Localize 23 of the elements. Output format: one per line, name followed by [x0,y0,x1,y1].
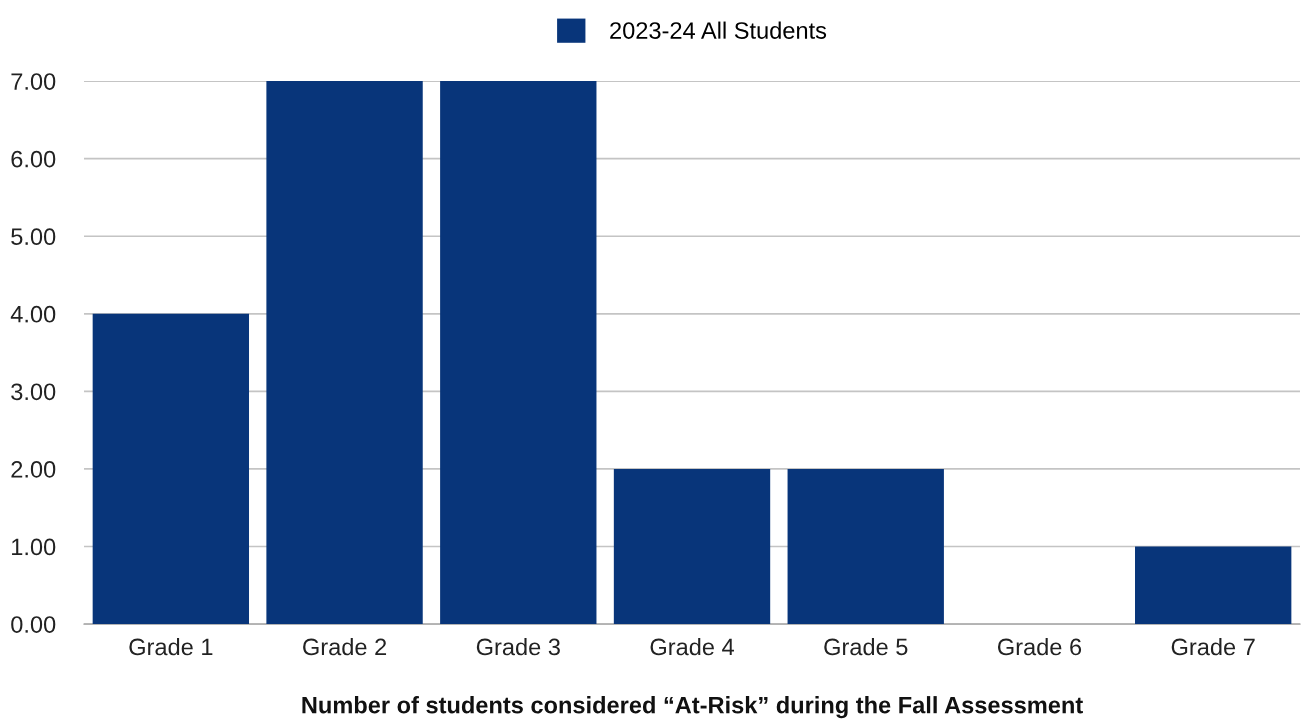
bar [266,81,423,625]
bar [92,313,250,625]
x-tick-label: Grade 4 [650,637,734,656]
x-tick-label: Grade 3 [476,637,560,656]
y-tick-label: 4.00 [10,305,56,323]
legend-label: 2023-24 All Students [610,21,827,39]
bar [787,468,944,625]
x-tick-label: Grade 6 [998,637,1082,656]
x-tick-label: Grade 1 [129,637,213,656]
bar [440,81,597,625]
y-tick-label: 0.00 [11,616,56,633]
y-tick-label: 5.00 [11,228,56,246]
y-tick-label: 1.00 [12,538,56,556]
y-tick-label: 7.00 [11,73,56,90]
x-tick-label: Grade 5 [824,637,908,656]
x-tick-label: Grade 2 [303,637,387,656]
x-axis-title: Number of students considered “At-Risk” during the Fall Assessment [302,696,1083,719]
y-tick-label: 3.00 [11,383,56,401]
y-tick-label: 2.00 [11,461,56,478]
bar [613,468,771,625]
y-tick-label: 6.00 [11,150,56,168]
x-tick-label: Grade 7 [1171,637,1255,656]
bar [1135,546,1292,625]
